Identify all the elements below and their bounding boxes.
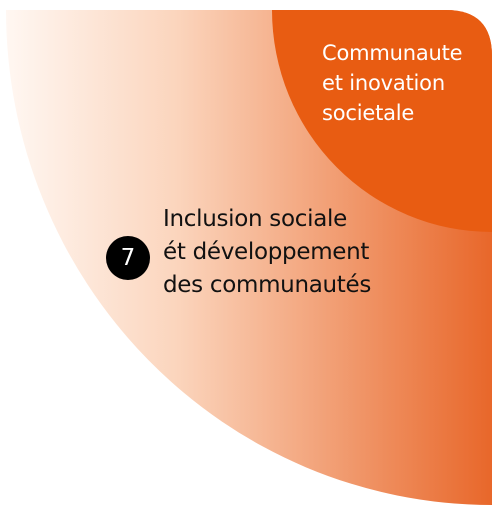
main-label-line: des communautés <box>163 272 372 298</box>
inner-label-line: Communaute <box>322 41 463 65</box>
inner-label-line: et inovation <box>322 71 445 95</box>
main-label-line: ét développement <box>163 239 370 265</box>
inner-segment-label: Communaute et inovation societale <box>322 38 492 128</box>
main-segment-label: Inclusion sociale ét développement des c… <box>163 203 463 302</box>
inner-label-line: societale <box>322 101 415 125</box>
main-label-line: Inclusion sociale <box>163 206 347 232</box>
number-badge: 7 <box>106 236 150 280</box>
inner-segment <box>272 10 492 232</box>
